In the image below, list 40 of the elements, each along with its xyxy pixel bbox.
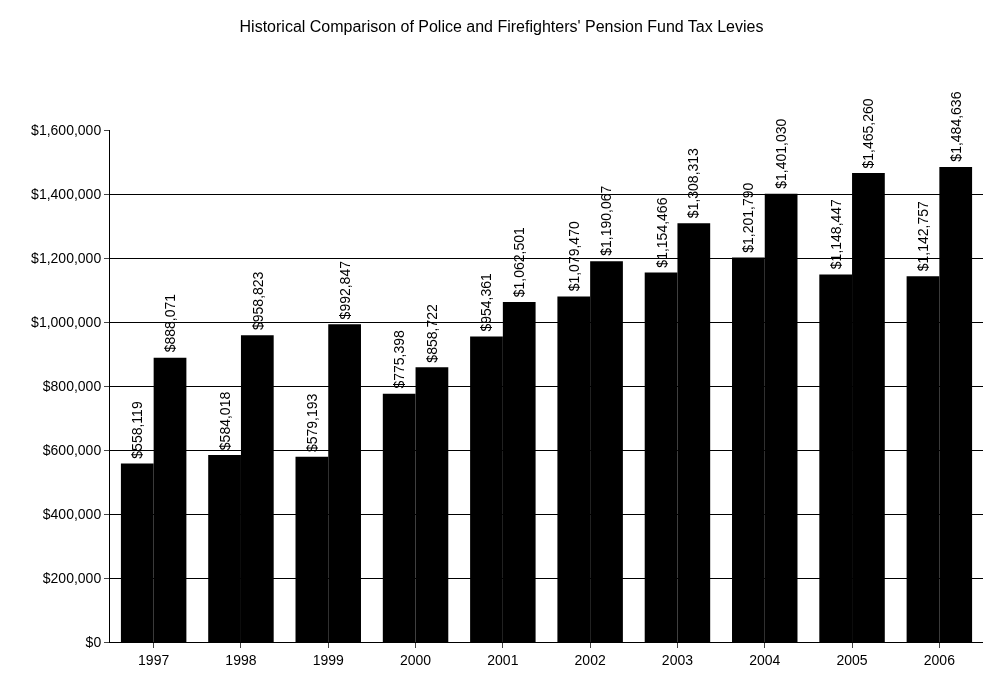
data-label: $1,062,501 bbox=[511, 226, 528, 298]
data-label: $1,308,313 bbox=[685, 147, 702, 219]
x-tick-label: 1999 bbox=[312, 651, 345, 668]
data-label: $954,361 bbox=[478, 272, 495, 332]
data-label: $888,071 bbox=[161, 293, 178, 353]
data-label: $858,722 bbox=[424, 304, 441, 363]
data-label: $1,401,030 bbox=[773, 118, 790, 189]
data-label: $1,201,790 bbox=[739, 182, 756, 253]
x-tick-label: 2004 bbox=[749, 651, 781, 668]
x-tick-label: 1998 bbox=[225, 651, 257, 668]
data-label: $579,193 bbox=[303, 393, 320, 453]
y-tick-label: $200,000 bbox=[42, 569, 102, 586]
y-tick-label: $400,000 bbox=[42, 505, 102, 522]
data-label: $1,484,636 bbox=[947, 91, 964, 162]
data-label: $992,847 bbox=[336, 260, 353, 320]
y-tick-label: $0 bbox=[85, 633, 102, 650]
data-label: $584,018 bbox=[216, 391, 233, 451]
x-tick-label: 2005 bbox=[836, 651, 868, 668]
y-tick-label: $1,000,000 bbox=[31, 313, 102, 330]
data-label: $1,154,466 bbox=[653, 197, 670, 268]
y-tick-label: $800,000 bbox=[42, 377, 102, 394]
data-label: $1,079,470 bbox=[566, 221, 583, 292]
data-label: $1,190,067 bbox=[598, 185, 615, 256]
y-tick-label: $1,600,000 bbox=[31, 121, 102, 138]
x-tick-label: 2001 bbox=[487, 651, 519, 668]
y-tick-label: $1,200,000 bbox=[31, 249, 102, 266]
data-label: $1,148,447 bbox=[828, 198, 845, 270]
x-tick-label: 1997 bbox=[138, 651, 170, 668]
data-label: $958,823 bbox=[249, 271, 266, 330]
y-tick-label: $600,000 bbox=[42, 441, 102, 458]
chart-title: Historical Comparison of Police and Firefighters' Pension Fund Tax Levies bbox=[239, 17, 764, 35]
data-label: $775,398 bbox=[390, 329, 407, 389]
x-tick-label: 2006 bbox=[923, 651, 956, 668]
x-tick-label: 2000 bbox=[399, 651, 432, 668]
data-label: $1,465,260 bbox=[860, 98, 877, 169]
y-tick-label: $1,400,000 bbox=[31, 185, 102, 202]
data-label: $1,142,757 bbox=[914, 201, 931, 272]
x-tick-label: 2002 bbox=[574, 651, 606, 668]
data-label: $558,119 bbox=[128, 401, 145, 459]
x-tick-label: 2003 bbox=[661, 651, 694, 668]
